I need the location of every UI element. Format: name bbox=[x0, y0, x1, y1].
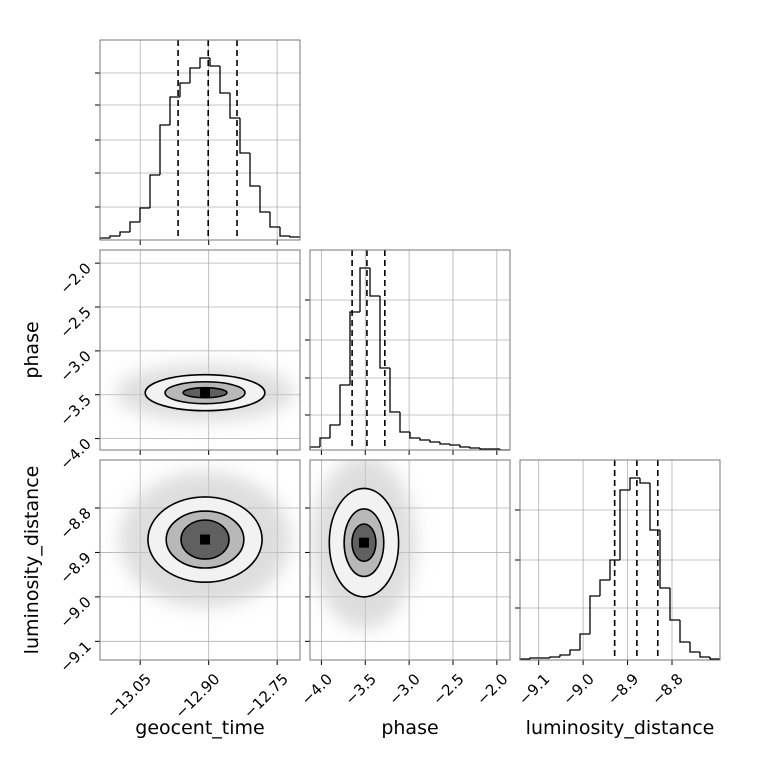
x-tick-label: −2.5 bbox=[429, 670, 467, 708]
histogram-step bbox=[589, 595, 600, 634]
x-tick-label: −2.0 bbox=[473, 670, 511, 708]
histogram-step bbox=[169, 96, 180, 125]
x-tick-label: −13.05 bbox=[103, 670, 155, 722]
histogram-step bbox=[359, 267, 370, 312]
x-axis-label: phase bbox=[381, 717, 438, 739]
y-tick-label: −9.0 bbox=[56, 593, 94, 631]
histogram-step bbox=[429, 440, 440, 443]
y-tick-label: −8.9 bbox=[56, 549, 94, 587]
x-axis-label: geocent_time bbox=[135, 717, 264, 739]
histogram-step bbox=[109, 235, 120, 238]
panel-frame bbox=[519, 459, 721, 661]
x-tick-label: −4.0 bbox=[298, 670, 336, 708]
histogram-step bbox=[329, 424, 340, 438]
histogram-step bbox=[339, 384, 350, 425]
histogram-step bbox=[259, 186, 270, 213]
histogram-step bbox=[189, 67, 200, 83]
y-tick-label: −8.8 bbox=[56, 504, 94, 542]
histogram-step bbox=[599, 579, 610, 596]
x-axis-label: luminosity_distance bbox=[526, 717, 715, 739]
histogram-step bbox=[129, 221, 140, 232]
histogram-step bbox=[179, 82, 190, 97]
density-peak bbox=[200, 534, 211, 545]
histogram-step bbox=[119, 231, 130, 236]
y-tick-label: −3.5 bbox=[56, 391, 94, 429]
x-tick-label: −8.9 bbox=[604, 670, 642, 708]
histogram-step bbox=[379, 296, 390, 369]
histogram-step bbox=[549, 656, 560, 658]
histogram-step bbox=[579, 633, 590, 650]
histogram-step bbox=[609, 559, 620, 580]
panel-frame bbox=[99, 459, 301, 661]
histogram-step bbox=[469, 447, 480, 449]
histogram-step bbox=[419, 438, 430, 441]
histogram-step bbox=[279, 227, 290, 237]
histogram-step bbox=[559, 654, 570, 657]
panel-frame bbox=[99, 39, 301, 241]
histogram-step bbox=[389, 368, 400, 413]
histogram-step bbox=[629, 477, 640, 490]
y-tick-label: −2.0 bbox=[56, 259, 94, 297]
x-tick-label: −3.0 bbox=[385, 670, 423, 708]
panel-frame bbox=[309, 459, 511, 661]
y-tick-label: −4.0 bbox=[56, 435, 94, 473]
histogram-step bbox=[639, 478, 650, 484]
x-tick-label: −8.8 bbox=[648, 670, 686, 708]
density-peak bbox=[358, 537, 369, 548]
histogram-step bbox=[159, 124, 170, 175]
histogram-step bbox=[199, 57, 210, 68]
histogram-step bbox=[699, 652, 710, 658]
histogram-step bbox=[409, 432, 420, 439]
histogram-step bbox=[239, 118, 250, 154]
x-tick-label: −3.5 bbox=[342, 670, 380, 708]
histogram-step bbox=[689, 642, 700, 653]
histogram-step bbox=[529, 657, 540, 659]
density-peak bbox=[200, 387, 211, 398]
histogram-step bbox=[619, 489, 630, 560]
histogram-step bbox=[659, 530, 670, 589]
y-tick-label: −3.0 bbox=[56, 347, 94, 385]
y-axis-label: phase bbox=[21, 321, 43, 378]
panel-frame bbox=[309, 249, 511, 451]
x-tick-label: −12.75 bbox=[240, 670, 292, 722]
histogram-step bbox=[709, 657, 720, 660]
histogram-step bbox=[269, 212, 280, 228]
histogram-step bbox=[219, 66, 230, 94]
histogram-step bbox=[319, 437, 330, 447]
x-tick-label: −9.1 bbox=[515, 670, 553, 708]
panel-frame bbox=[99, 249, 301, 451]
histogram-step bbox=[439, 442, 450, 445]
histogram-step bbox=[669, 588, 680, 621]
x-tick-label: −12.90 bbox=[171, 670, 223, 722]
histogram-step bbox=[449, 444, 460, 446]
histogram-step bbox=[209, 58, 220, 67]
histogram-step bbox=[399, 412, 410, 433]
histogram-step bbox=[569, 649, 580, 655]
histogram-step bbox=[459, 445, 470, 448]
histogram-step bbox=[649, 483, 660, 531]
histogram-step bbox=[149, 174, 160, 208]
histogram-step bbox=[369, 268, 380, 297]
x-tick-label: −9.0 bbox=[559, 670, 597, 708]
histogram-step bbox=[479, 448, 490, 450]
histogram-step bbox=[249, 153, 260, 187]
histogram-step bbox=[139, 207, 150, 222]
y-axis-label: luminosity_distance bbox=[21, 466, 43, 655]
histogram-step bbox=[679, 620, 690, 643]
histogram-step bbox=[229, 93, 240, 119]
histogram-step bbox=[349, 311, 360, 385]
y-tick-label: −2.5 bbox=[56, 303, 94, 341]
histogram-step bbox=[289, 236, 300, 238]
y-tick-label: −9.1 bbox=[56, 637, 94, 675]
